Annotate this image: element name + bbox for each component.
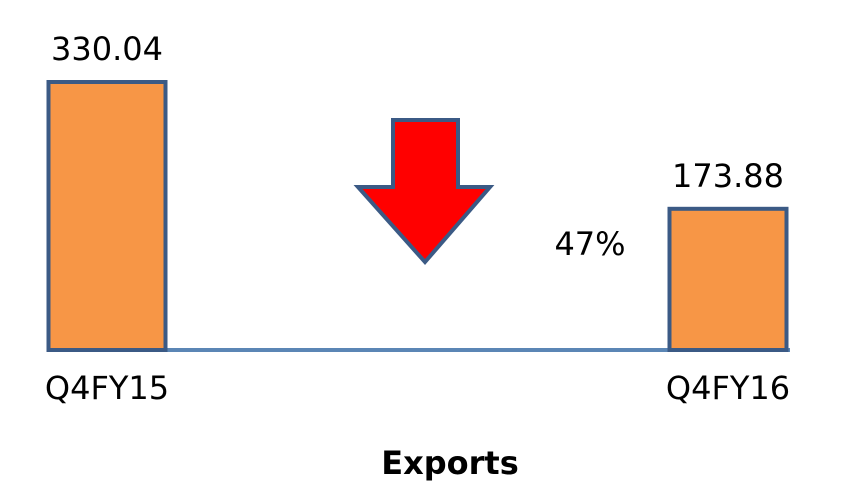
label-layer: 330.04 Q4FY15 173.88 Q4FY16 47% Exports [45, 30, 790, 482]
plot-area [46, 80, 790, 352]
bar-q4fy15 [46, 80, 168, 352]
data-label-q4fy15: 330.04 [51, 30, 163, 68]
bar-q4fy16 [667, 206, 789, 352]
change-percent-label: 47% [554, 225, 625, 263]
tick-label-q4fy15: Q4FY15 [45, 369, 169, 407]
x-axis-title: Exports [381, 444, 519, 482]
down-arrow-icon [353, 118, 495, 266]
tick-label-q4fy16: Q4FY16 [666, 369, 790, 407]
data-label-q4fy16: 173.88 [672, 157, 784, 195]
